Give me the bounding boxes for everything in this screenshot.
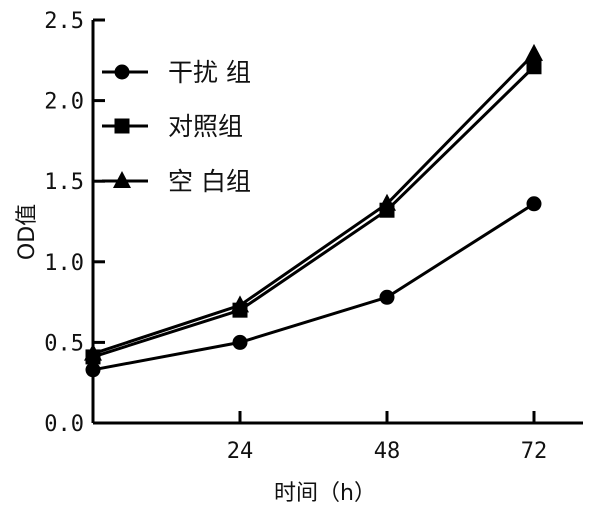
series-circle	[85, 196, 542, 378]
data-point-triangle	[525, 43, 543, 61]
series-layer	[84, 43, 543, 378]
series-line-square	[92, 65, 536, 359]
data-point-triangle	[84, 343, 102, 361]
series-triangle	[84, 43, 543, 361]
legend-label: 对照组	[168, 112, 243, 141]
y-axis-label: OD值	[15, 204, 40, 260]
axes: 0.0 0.5 1.0 1.5 2.0 2.5 24 48 72	[44, 9, 583, 464]
y-tick-label: 1.0	[44, 251, 84, 276]
x-axis-label: 时间（h）	[274, 481, 376, 506]
series-line-circle	[92, 202, 535, 372]
data-point-circle	[379, 289, 395, 305]
y-tick-label: 2.5	[44, 9, 84, 34]
legend-label: 空 白组	[168, 167, 251, 196]
legend-label: 干扰 组	[168, 58, 251, 87]
legend-item-square: 对照组	[102, 112, 243, 141]
data-point-triangle	[378, 193, 396, 211]
series-line-triangle	[92, 52, 536, 356]
data-point-circle	[526, 196, 542, 212]
y-tick-label: 0.5	[44, 331, 84, 356]
data-point-square	[526, 59, 542, 75]
data-point-circle	[232, 334, 248, 350]
y-tick-label: 0.0	[44, 412, 84, 437]
legend-marker-triangle	[113, 171, 131, 188]
x-tick-label: 72	[521, 439, 548, 464]
x-tick-label: 48	[374, 439, 401, 464]
data-point-triangle	[231, 295, 249, 313]
legend-item-triangle: 空 白组	[102, 167, 251, 196]
y-tick-label: 1.5	[44, 170, 84, 195]
data-point-circle	[85, 362, 101, 378]
x-tick-label: 24	[227, 439, 254, 464]
legend-marker-circle	[114, 64, 130, 80]
legend-marker-square	[114, 118, 130, 134]
y-tick-label: 2.0	[44, 90, 84, 115]
legend-item-circle: 干扰 组	[102, 58, 251, 87]
